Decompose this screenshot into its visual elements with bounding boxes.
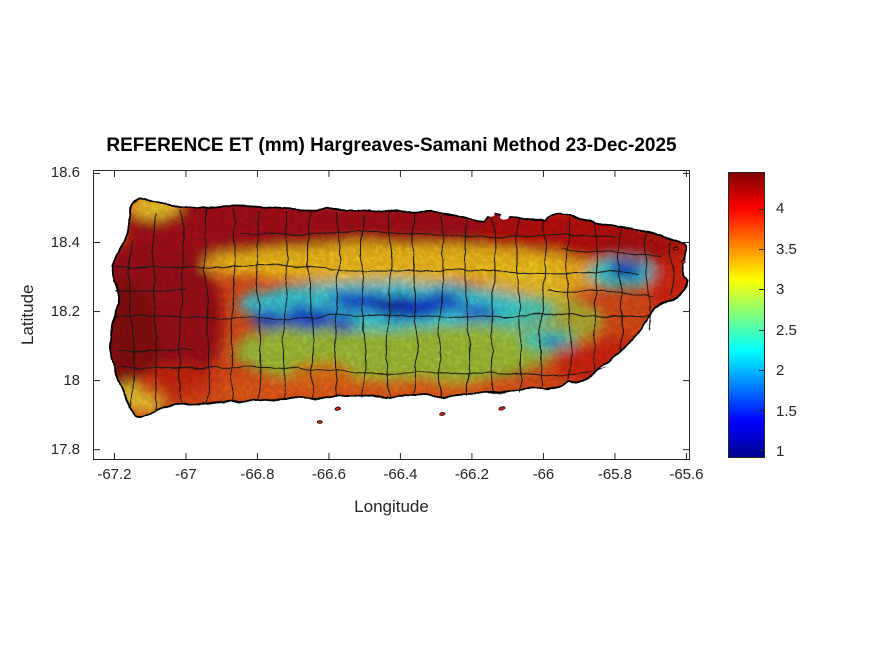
map-plot-area [93,170,690,460]
municipality-boundaries [112,207,673,411]
x-tick-label: -65.6 [669,466,704,483]
colorbar-tick-label: 2.5 [776,321,797,339]
island-map-group [109,197,689,424]
y-axis-label: Latitude [18,284,37,346]
colorbar-tick-label: 1 [776,443,785,461]
colorbar-tick-label: 2 [776,362,785,380]
colorbar-tick-mark [759,209,764,210]
chart-title: REFERENCE ET (mm) Hargreaves-Samani Meth… [106,135,677,156]
colorbar-tick-mark [759,249,764,251]
colorbar [728,172,765,458]
colorbar-tick-mark [759,450,764,452]
coastal-bays [486,211,509,220]
colorbar-tick-mark [759,369,764,371]
colorbar-tick-label: 4 [776,200,785,218]
y-tick-label: 18.6 [50,164,80,182]
colorbar-tick-labels: 1 1.5 2 2.5 3 3.5 4 [772,172,822,461]
colorbar-tick-mark [759,329,764,331]
x-tick-label: -67.2 [97,466,132,483]
x-tick-label: -66.6 [311,466,347,483]
x-axis-tick-labels: -67.2 -67 -66.8 -66.6 -66.4 -66.2 -66 -65.8 -65.… [93,466,703,486]
colorbar-tick-mark [759,410,764,412]
y-tick-label: 18 [63,371,80,389]
x-tick-label: -65.8 [597,466,633,483]
x-axis-label: Longitude [354,497,429,516]
x-tick-label: -66.8 [240,466,275,483]
puerto-rico-et-map [93,170,690,460]
axis-box [93,170,690,460]
y-axis-tick-labels: 18.6 18.4 18.2 18 17.8 [0,164,87,460]
colorbar-tick-label: 3 [776,281,785,299]
colorbar-tick-label: 3.5 [776,240,797,258]
x-tick-label: -66.2 [454,466,490,483]
x-tick-label: -66 [532,466,555,483]
y-tick-label: 17.8 [50,440,80,458]
offshore-cays [317,246,685,424]
colorbar-tick-mark [759,289,764,291]
x-tick-label: -67 [175,466,197,483]
y-tick-label: 18.4 [50,233,80,251]
axis-tick-marks [94,171,689,459]
y-tick-label: 18.2 [50,302,80,320]
x-tick-label: -66.4 [383,466,418,483]
colorbar-tick-label: 1.5 [776,402,797,420]
